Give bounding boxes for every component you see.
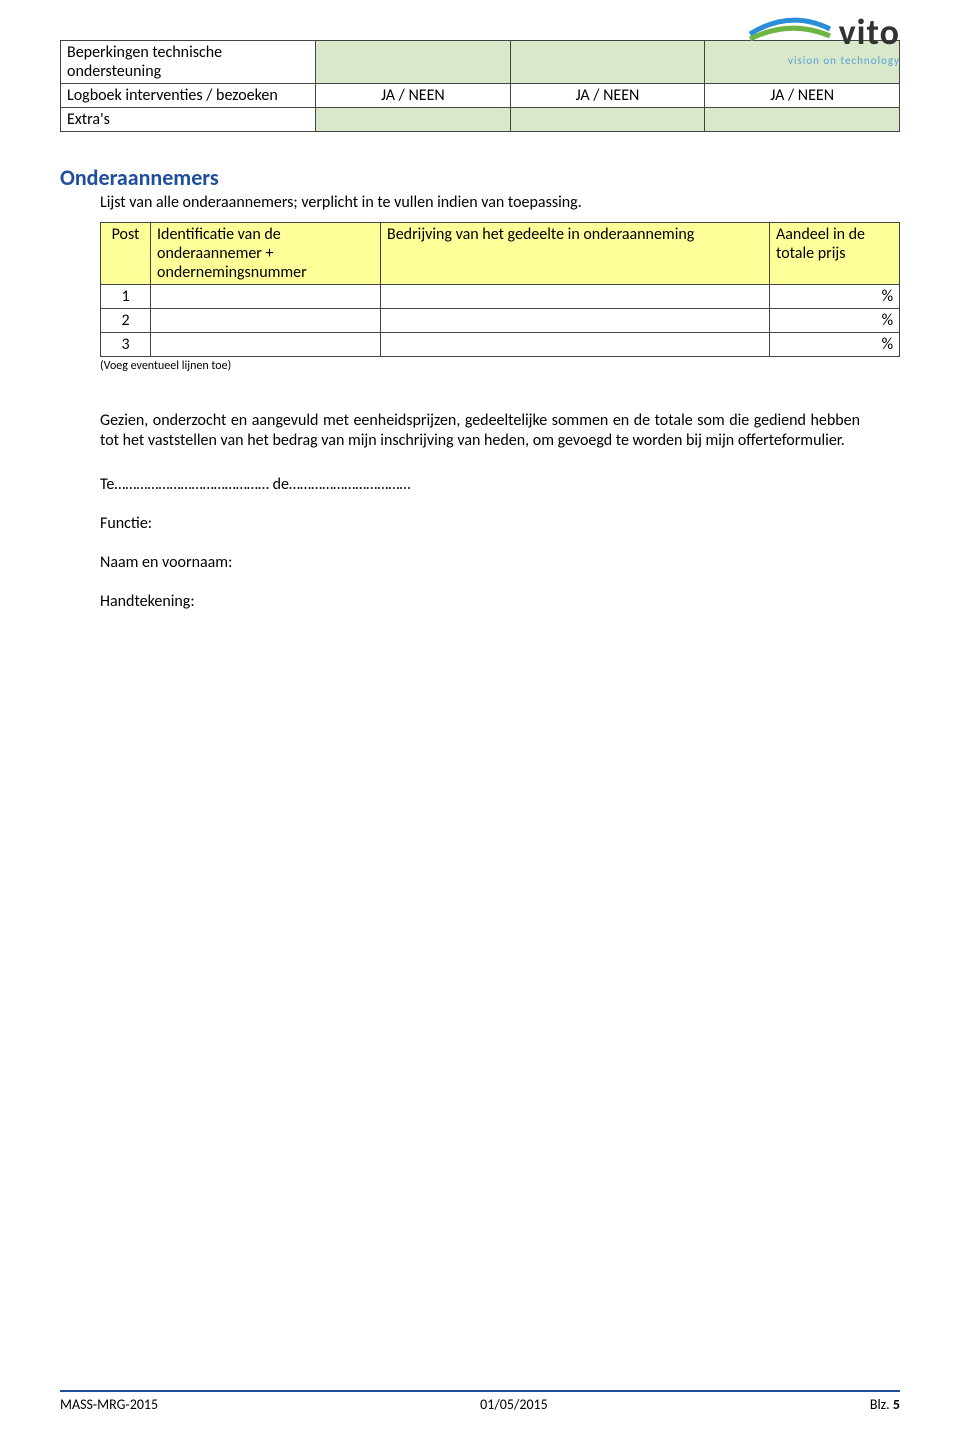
place-date-line: Te…………………………………… de…………………………… bbox=[100, 475, 860, 494]
table-header-row: Post Identificatie van de onderaannemer … bbox=[101, 223, 900, 285]
cell-aand: % bbox=[770, 309, 900, 333]
signature-label: Handtekening: bbox=[100, 592, 860, 611]
cell: JA / NEEN bbox=[705, 84, 900, 108]
header-aandeel: Aandeel in de totale prijs bbox=[770, 223, 900, 285]
declaration-paragraph: Gezien, onderzocht en aangevuld met eenh… bbox=[100, 411, 860, 451]
cell-aand: % bbox=[770, 285, 900, 309]
cell-bed bbox=[381, 309, 770, 333]
cell-bed bbox=[381, 333, 770, 357]
logo-swoosh-icon bbox=[745, 14, 835, 44]
table-row: 1 % bbox=[101, 285, 900, 309]
cell-post: 3 bbox=[101, 333, 151, 357]
footer-center: 01/05/2015 bbox=[480, 1396, 548, 1413]
header-bedrijving: Bedrijving van het gedeelte in onderaann… bbox=[381, 223, 770, 285]
row-label: Logboek interventies / bezoeken bbox=[61, 84, 316, 108]
header-post: Post bbox=[101, 223, 151, 285]
cell bbox=[316, 41, 511, 84]
cell bbox=[510, 108, 705, 132]
cell-aand: % bbox=[770, 333, 900, 357]
cell-id bbox=[151, 333, 381, 357]
cell-post: 2 bbox=[101, 309, 151, 333]
cell-id bbox=[151, 285, 381, 309]
section-heading: Onderaannemers bbox=[60, 164, 900, 191]
table-row: 2 % bbox=[101, 309, 900, 333]
table-row: Logboek interventies / bezoeken JA / NEE… bbox=[61, 84, 900, 108]
row-label: Beperkingen technische ondersteuning bbox=[61, 41, 316, 84]
table-row: 3 % bbox=[101, 333, 900, 357]
section-intro: Lijst van alle onderaannemers; verplicht… bbox=[100, 193, 900, 212]
row-label: Extra's bbox=[61, 108, 316, 132]
name-label: Naam en voornaam: bbox=[100, 553, 860, 572]
logo-tagline: vision on technology bbox=[745, 54, 900, 67]
footer-right: Blz. 5 bbox=[870, 1396, 900, 1413]
cell bbox=[316, 108, 511, 132]
header-id: Identificatie van de onderaannemer + ond… bbox=[151, 223, 381, 285]
cell bbox=[705, 108, 900, 132]
table-row: Extra's bbox=[61, 108, 900, 132]
cell bbox=[510, 41, 705, 84]
cell: JA / NEEN bbox=[316, 84, 511, 108]
cell-id bbox=[151, 309, 381, 333]
logo-brand: vito bbox=[839, 10, 900, 54]
footer-left: MASS-MRG-2015 bbox=[60, 1396, 158, 1413]
logo: vito vision on technology bbox=[745, 10, 900, 67]
table-footnote: (Voeg eventueel lijnen toe) bbox=[100, 359, 900, 373]
subcontractors-table: Post Identificatie van de onderaannemer … bbox=[100, 222, 900, 357]
cell: JA / NEEN bbox=[510, 84, 705, 108]
cell-post: 1 bbox=[101, 285, 151, 309]
cell-bed bbox=[381, 285, 770, 309]
function-label: Functie: bbox=[100, 514, 860, 533]
page-footer: MASS-MRG-2015 01/05/2015 Blz. 5 bbox=[60, 1390, 900, 1413]
